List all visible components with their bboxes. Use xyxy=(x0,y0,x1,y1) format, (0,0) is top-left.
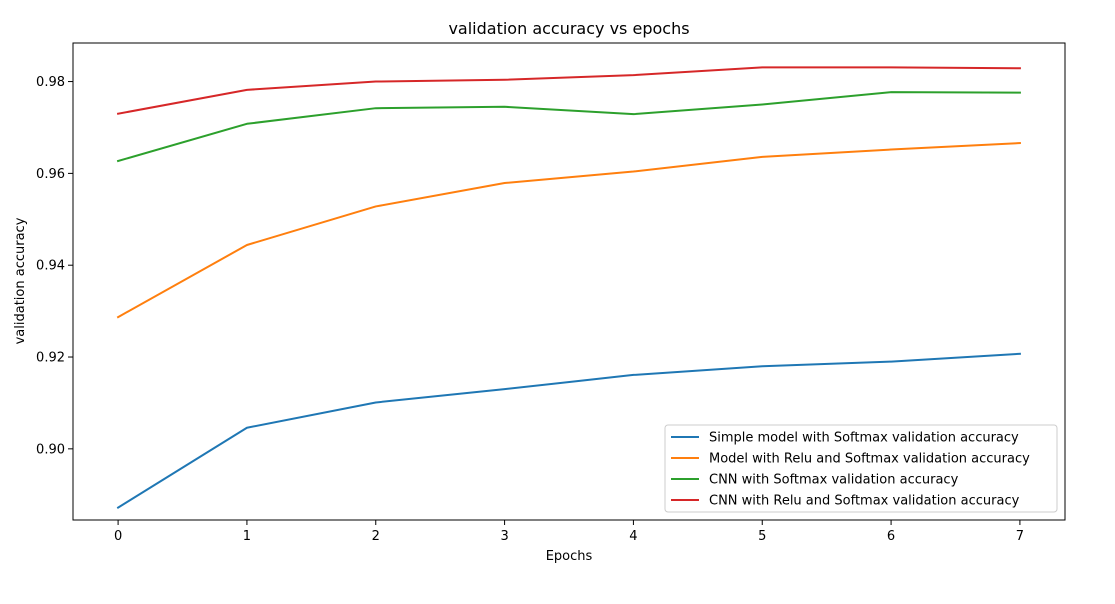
legend-label-4: CNN with Relu and Softmax validation acc… xyxy=(709,494,1020,509)
y-tick-label: 0.94 xyxy=(36,259,65,274)
y-tick-label: 0.90 xyxy=(36,442,65,457)
series-line-4 xyxy=(116,66,1021,115)
plot-frame xyxy=(72,42,1066,521)
x-tick-label: 1 xyxy=(243,529,251,544)
x-axis-label: Epochs xyxy=(546,549,593,564)
series-layer xyxy=(116,66,1021,509)
x-tick-label: 6 xyxy=(887,529,895,544)
legend-label-2: Model with Relu and Softmax validation a… xyxy=(709,452,1030,467)
legend: Simple model with Softmax validation acc… xyxy=(664,424,1058,513)
x-tick-label: 0 xyxy=(114,529,122,544)
x-tick-label: 5 xyxy=(758,529,766,544)
series-line-1 xyxy=(116,352,1021,509)
y-axis-ticks: 0.90 0.92 0.94 0.96 0.98 xyxy=(36,75,73,457)
x-tick-label: 3 xyxy=(500,529,508,544)
chart-title: validation accuracy vs epochs xyxy=(448,19,689,38)
y-tick-label: 0.96 xyxy=(36,167,65,182)
x-axis-ticks: 0 1 2 3 4 5 6 7 xyxy=(114,520,1024,544)
legend-label-3: CNN with Softmax validation accuracy xyxy=(709,473,959,488)
legend-box xyxy=(664,424,1058,513)
y-tick-label: 0.92 xyxy=(36,351,65,366)
y-tick-label: 0.98 xyxy=(36,75,65,90)
x-tick-label: 7 xyxy=(1016,529,1024,544)
series-line-3 xyxy=(116,91,1021,163)
y-axis-label: validation accuracy xyxy=(13,217,28,344)
x-tick-label: 4 xyxy=(629,529,637,544)
legend-label-1: Simple model with Softmax validation acc… xyxy=(709,431,1019,446)
series-line-2 xyxy=(116,142,1021,319)
x-tick-label: 2 xyxy=(372,529,380,544)
